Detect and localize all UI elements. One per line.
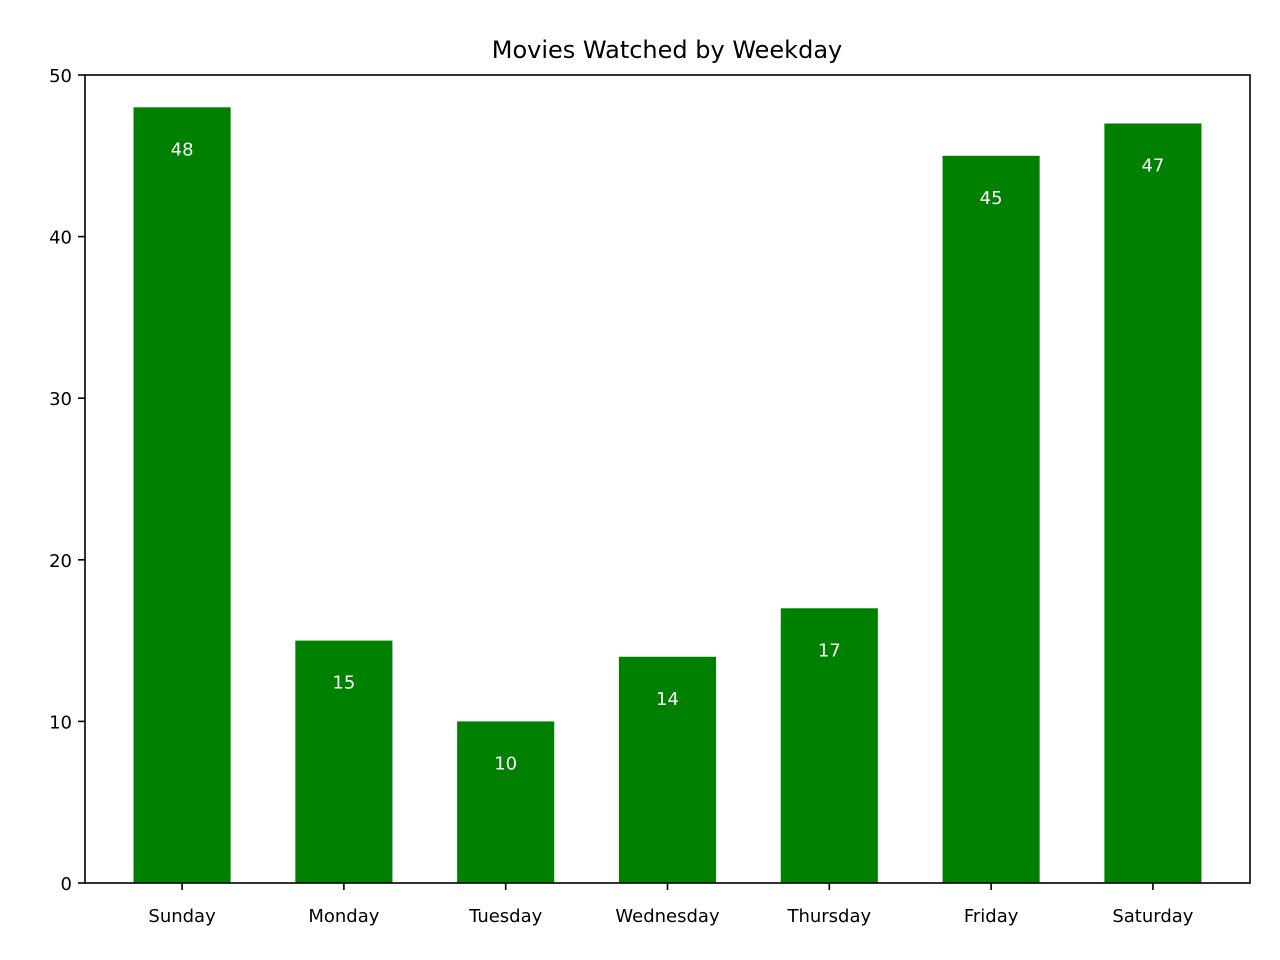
data-label-thursday: 17 bbox=[818, 640, 841, 661]
x-tick-label-friday: Friday bbox=[964, 906, 1019, 927]
data-label-monday: 15 bbox=[332, 673, 355, 694]
data-labels-group: 48 15 10 14 17 45 47 bbox=[171, 139, 1165, 774]
x-tick-label-monday: Monday bbox=[308, 906, 379, 927]
data-label-friday: 45 bbox=[980, 188, 1003, 209]
y-tick-label-10: 10 bbox=[49, 712, 72, 733]
plot-frame bbox=[84, 74, 1251, 884]
bar-tuesday bbox=[457, 721, 555, 883]
y-tick-label-30: 30 bbox=[49, 389, 72, 410]
data-label-wednesday: 14 bbox=[656, 689, 679, 710]
data-label-tuesday: 10 bbox=[494, 753, 517, 774]
bar-sunday bbox=[133, 107, 231, 883]
data-label-saturday: 47 bbox=[1141, 155, 1164, 176]
x-tick-label-tuesday: Tuesday bbox=[468, 906, 543, 927]
x-tick-label-wednesday: Wednesday bbox=[615, 906, 720, 927]
y-tick-label-0: 0 bbox=[61, 874, 72, 895]
bar-thursday bbox=[780, 608, 878, 883]
x-tick-label-sunday: Sunday bbox=[148, 906, 216, 927]
bar-wednesday bbox=[618, 656, 717, 883]
x-tick-label-thursday: Thursday bbox=[786, 906, 871, 927]
bar-monday bbox=[295, 640, 393, 883]
bar-saturday bbox=[1104, 123, 1202, 884]
y-tick-label-40: 40 bbox=[49, 228, 72, 249]
chart-title: Movies Watched by Weekday bbox=[492, 36, 842, 64]
bars-group bbox=[133, 107, 1202, 884]
bar-friday bbox=[942, 155, 1040, 884]
x-tick-label-saturday: Saturday bbox=[1112, 906, 1193, 927]
y-axis: 0 10 20 30 40 50 bbox=[49, 66, 85, 895]
x-axis: Sunday Monday Tuesday Wednesday Thursday Frid… bbox=[148, 883, 1194, 927]
y-tick-label-50: 50 bbox=[49, 66, 72, 87]
y-tick-label-20: 20 bbox=[49, 551, 72, 572]
data-label-sunday: 48 bbox=[171, 139, 194, 160]
